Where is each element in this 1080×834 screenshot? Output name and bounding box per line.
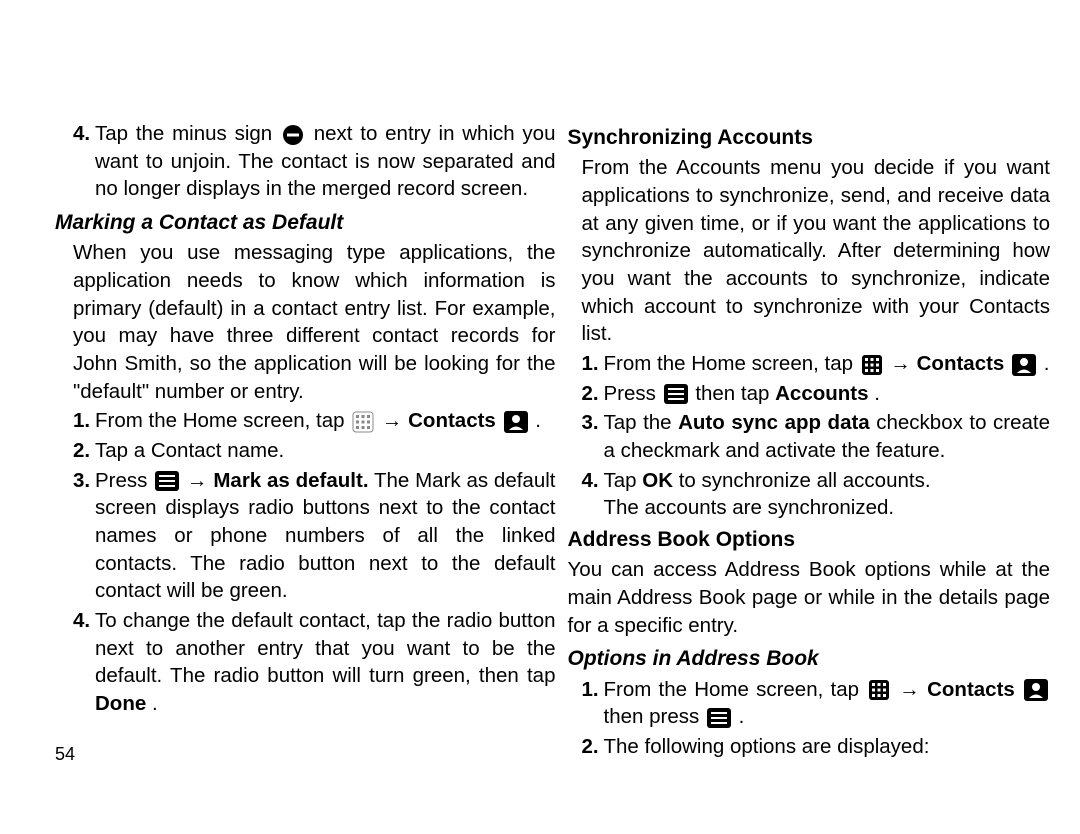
accounts-label: Accounts (775, 382, 868, 405)
sync-intro: From the Accounts menu you decide if you… (582, 154, 1051, 348)
left-column: 4. Tap the minus sign next to entry in w… (55, 120, 556, 804)
sync-step2: 2. Press then tap Accounts . (582, 380, 1051, 408)
text: Tap (604, 469, 643, 492)
list-body: From the Home screen, tap → Contacts . (604, 350, 1051, 378)
contacts-icon (1012, 354, 1036, 376)
text: Tap the (604, 411, 679, 434)
menu-icon (707, 708, 731, 728)
sync-step3: 3. Tap the Auto sync app data checkbox t… (582, 409, 1051, 464)
text: Press (95, 469, 153, 492)
contacts-label: Contacts (917, 352, 1005, 375)
apps-grid-icon (861, 354, 883, 376)
list-number: 2. (582, 733, 604, 761)
text: From the Home screen, tap (604, 352, 859, 375)
list-number: 4. (582, 467, 604, 522)
text: then tap (695, 382, 775, 405)
marking-step4: 4. To change the default contact, tap th… (73, 607, 556, 718)
done-label: Done (95, 692, 146, 715)
heading-marking-default: Marking a Contact as Default (55, 209, 556, 237)
options-steps: 1. From the Home screen, tap → Contacts (582, 676, 1051, 761)
sync-step1: 1. From the Home screen, tap → Contacts (582, 350, 1051, 378)
marking-step2: 2. Tap a Contact name. (73, 437, 556, 465)
text: to synchronize all accounts. (679, 469, 931, 492)
text: → (890, 352, 916, 375)
contacts-icon (1024, 679, 1048, 701)
contacts-label: Contacts (927, 678, 1015, 701)
list-number: 3. (73, 467, 95, 605)
contacts-label: Contacts (408, 409, 496, 432)
mark-default-label: Mark as default. (213, 469, 368, 492)
text: . (152, 692, 158, 715)
list-body: The following options are displayed: (604, 733, 1051, 761)
left-step4: 4. Tap the minus sign next to entry in w… (73, 120, 556, 203)
text: → (899, 678, 927, 701)
list-number: 1. (582, 676, 604, 731)
list-number: 4. (73, 120, 95, 203)
ok-label: OK (642, 469, 673, 492)
heading-options-in-ab: Options in Address Book (568, 645, 1051, 673)
text: From the Home screen, tap (604, 678, 867, 701)
text: Tap the minus sign (95, 122, 280, 145)
marking-step1: 1. From the Home screen, tap → Contacts … (73, 407, 556, 435)
text: → (382, 409, 408, 432)
list-number: 3. (582, 409, 604, 464)
list-number: 2. (73, 437, 95, 465)
marking-step3: 3. Press → Mark as default. The Mark as … (73, 467, 556, 605)
text: then press (604, 705, 705, 728)
options-step2: 2. The following options are displayed: (582, 733, 1051, 761)
heading-address-book-options: Address Book Options (568, 526, 1051, 554)
list-body: From the Home screen, tap → Contacts the… (604, 676, 1051, 731)
apps-grid-icon (868, 679, 890, 701)
list-body: From the Home screen, tap → Contacts . (95, 407, 556, 435)
list-body: To change the default contact, tap the r… (95, 607, 556, 718)
text: . (739, 705, 745, 728)
list-body: Press then tap Accounts . (604, 380, 1051, 408)
minus-circle-icon (282, 124, 304, 146)
text: . (1044, 352, 1050, 375)
text: Press (604, 382, 662, 405)
apps-grid-icon (352, 411, 374, 433)
abo-intro: You can access Address Book options whil… (568, 556, 1051, 639)
list-body: Tap the Auto sync app data checkbox to c… (604, 409, 1051, 464)
manual-page: 4. Tap the minus sign next to entry in w… (0, 0, 1080, 834)
list-number: 2. (582, 380, 604, 408)
sync-step4: 4. Tap OK to synchronize all accounts. T… (582, 467, 1051, 522)
contacts-icon (504, 411, 528, 433)
list-number: 1. (73, 407, 95, 435)
text: From the Home screen, tap (95, 409, 350, 432)
text: . (874, 382, 880, 405)
marking-intro: When you use messaging type applications… (73, 239, 556, 405)
text: → (187, 469, 213, 492)
text: The accounts are synchronized. (604, 496, 895, 519)
list-number: 4. (73, 607, 95, 718)
auto-sync-label: Auto sync app data (678, 411, 870, 434)
heading-sync-accounts: Synchronizing Accounts (568, 124, 1051, 152)
page-number: 54 (55, 744, 75, 765)
right-column: Synchronizing Accounts From the Accounts… (568, 120, 1051, 804)
list-body: Tap OK to synchronize all accounts. The … (604, 467, 1051, 522)
list-body: Tap a Contact name. (95, 437, 556, 465)
sync-steps: 1. From the Home screen, tap → Contacts (582, 350, 1051, 522)
text: . (535, 409, 541, 432)
menu-icon (155, 471, 179, 491)
menu-icon (664, 384, 688, 404)
list-body: Press → Mark as default. The Mark as def… (95, 467, 556, 605)
list-number: 1. (582, 350, 604, 378)
text: To change the default contact, tap the r… (95, 609, 556, 687)
list-body: Tap the minus sign next to entry in whic… (95, 120, 556, 203)
options-step1: 1. From the Home screen, tap → Contacts (582, 676, 1051, 731)
